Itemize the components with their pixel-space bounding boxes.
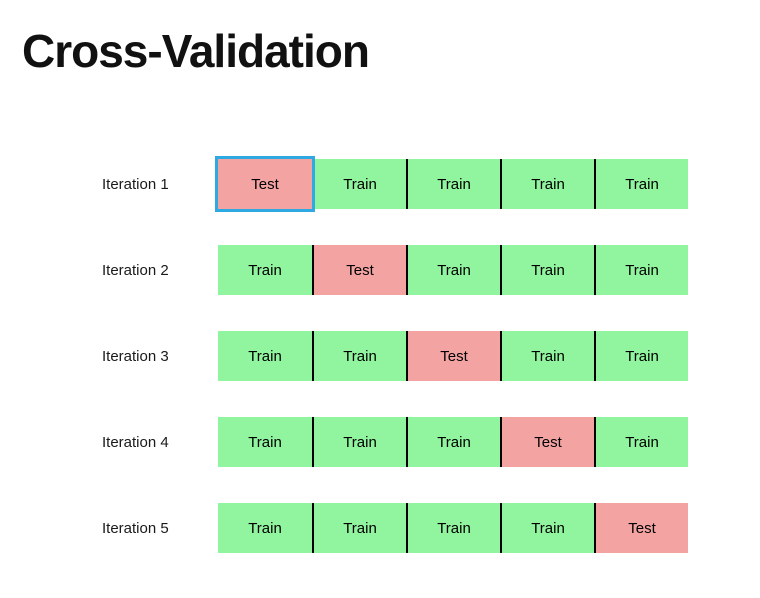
iteration-row: Iteration 3 Train Train Test Train Train [102, 331, 760, 382]
iteration-row: Iteration 4 Train Train Train Test Train [102, 417, 760, 468]
iteration-row: Iteration 2 Train Test Train Train Train [102, 245, 760, 296]
fold-cells: Test Train Train Train Train [215, 156, 688, 213]
cross-validation-grid: Iteration 1 Test Train Train Train Train… [102, 156, 760, 554]
fold-cell[interactable]: Test [500, 417, 594, 468]
iteration-label: Iteration 1 [102, 175, 169, 193]
fold-cell[interactable]: Train [312, 331, 406, 382]
fold-cell[interactable]: Train [500, 245, 594, 296]
fold-cells: Train Train Train Test Train [218, 417, 688, 468]
fold-cell[interactable]: Train [594, 417, 688, 468]
fold-cells: Train Train Test Train Train [218, 331, 688, 382]
fold-cell[interactable]: Train [312, 503, 406, 554]
fold-cell[interactable]: Train [406, 159, 500, 210]
iteration-row: Iteration 1 Test Train Train Train Train [102, 156, 760, 213]
iteration-label: Iteration 5 [102, 519, 169, 537]
fold-cell[interactable]: Test [312, 245, 406, 296]
iteration-label: Iteration 2 [102, 261, 169, 279]
fold-cell[interactable]: Train [406, 503, 500, 554]
fold-cell[interactable]: Train [218, 417, 312, 468]
diagram-title: Cross-Validation [22, 25, 370, 77]
fold-cell[interactable]: Train [218, 245, 312, 296]
fold-cells: Train Train Train Train Test [218, 503, 688, 554]
fold-cell[interactable]: Train [218, 331, 312, 382]
fold-cell[interactable]: Test [594, 503, 688, 554]
fold-cell[interactable]: Train [312, 159, 406, 210]
fold-cell[interactable]: Train [594, 245, 688, 296]
iteration-label: Iteration 3 [102, 347, 169, 365]
fold-cell[interactable]: Train [500, 331, 594, 382]
fold-cell[interactable]: Train [594, 159, 688, 210]
iteration-row: Iteration 5 Train Train Train Train Test [102, 503, 760, 554]
fold-cells: Train Test Train Train Train [218, 245, 688, 296]
fold-cell[interactable]: Train [500, 159, 594, 210]
fold-cell[interactable]: Train [594, 331, 688, 382]
fold-cell[interactable]: Train [312, 417, 406, 468]
iteration-label: Iteration 4 [102, 433, 169, 451]
fold-cell[interactable]: Train [500, 503, 594, 554]
fold-cell[interactable]: Train [218, 503, 312, 554]
fold-cell[interactable]: Train [406, 245, 500, 296]
fold-cell[interactable]: Test [406, 331, 500, 382]
fold-cell[interactable]: Train [406, 417, 500, 468]
fold-cell[interactable]: Test [215, 156, 315, 213]
